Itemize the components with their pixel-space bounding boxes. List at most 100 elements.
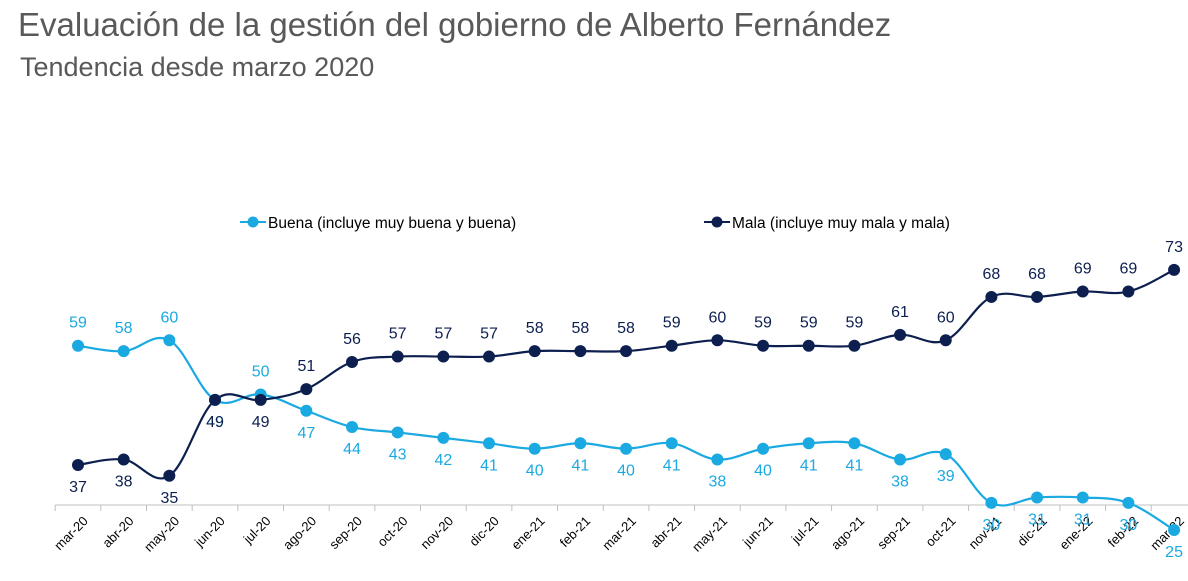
x-tick-label: ago-20 [280, 513, 319, 552]
x-tick-label: jul-21 [788, 513, 822, 547]
data-point-buena [300, 404, 313, 417]
data-point-mala [985, 290, 998, 303]
data-label-mala: 58 [571, 320, 589, 337]
data-label-buena: 39 [937, 468, 955, 485]
data-label-buena: 40 [617, 463, 635, 480]
data-label-buena: 44 [343, 441, 361, 458]
data-label-buena: 59 [69, 315, 87, 332]
legend: Buena (incluye muy buena y buena) Mala (i… [240, 215, 950, 232]
data-point-buena [711, 453, 724, 466]
data-label-buena: 41 [845, 457, 863, 474]
x-tick-label: mar-20 [51, 513, 91, 553]
x-tick-label: abr-21 [647, 513, 684, 550]
data-label-mala: 60 [937, 309, 955, 326]
x-tick-label: sep-20 [326, 513, 365, 552]
data-label-buena: 30 [1120, 517, 1138, 534]
x-tick-label: may-20 [141, 513, 182, 554]
data-label-mala: 68 [983, 266, 1001, 283]
legend-item-buena-label: Buena (incluye muy buena y buena) [268, 215, 516, 232]
data-point-buena [391, 426, 404, 439]
series-lines [77, 268, 1175, 531]
data-point-mala [72, 458, 84, 471]
legend-item-buena-marker [247, 216, 259, 228]
x-tick-label: oct-20 [374, 513, 410, 549]
data-label-buena: 41 [663, 457, 681, 474]
x-tick-label: dic-20 [466, 513, 502, 549]
data-label-buena: 43 [389, 446, 407, 463]
data-label-buena: 50 [252, 364, 270, 381]
data-point-buena [939, 448, 952, 461]
data-point-mala [163, 469, 176, 482]
data-label-buena: 41 [480, 457, 498, 474]
data-label-buena: 30 [983, 517, 1001, 534]
data-label-mala: 59 [663, 315, 681, 332]
data-label-mala: 38 [115, 474, 133, 491]
data-labels: 59 58 60 49 50 47 44 43 42 41 40 41 40 41 38 40 41 41 38 39… [69, 239, 1183, 561]
data-label-mala: 57 [434, 326, 452, 343]
data-label-mala: 61 [891, 304, 909, 321]
data-point-buena [163, 334, 176, 347]
data-label-buena: 49 [206, 414, 224, 431]
data-point-mala [1031, 290, 1044, 303]
x-tick-label: nov-20 [418, 513, 457, 552]
data-point-buena [802, 437, 815, 450]
data-point-mala [574, 345, 587, 358]
data-label-buena: 41 [571, 457, 589, 474]
data-point-buena [757, 442, 770, 455]
data-label-buena: 42 [434, 452, 452, 469]
data-label-mala: 73 [1165, 239, 1183, 256]
data-point-buena [574, 437, 587, 450]
data-point-mala [894, 328, 907, 341]
data-point-mala [437, 350, 450, 363]
chart-title: Evaluación de la gestión del gobierno de… [18, 6, 892, 43]
data-label-mala: 51 [297, 358, 315, 375]
data-label-mala: 59 [754, 315, 772, 332]
data-point-mala [346, 355, 359, 368]
x-tick-label: sep-21 [874, 513, 913, 552]
data-point-mala [528, 345, 541, 358]
data-point-mala [1076, 285, 1089, 298]
data-point-buena [72, 339, 84, 352]
data-point-mala [483, 350, 496, 363]
data-point-mala [300, 383, 313, 396]
data-label-mala: 57 [389, 326, 407, 343]
data-point-buena [620, 442, 633, 455]
x-axis: mar-20 abr-20 may-20 jun-20 jul-20 ago-20 sep-… [51, 504, 1188, 555]
series-line-buena [77, 337, 1175, 531]
data-point-mala [1122, 285, 1135, 298]
data-point-mala [848, 339, 861, 352]
data-point-mala [117, 453, 130, 466]
data-point-buena [1031, 491, 1044, 504]
data-label-mala: 59 [845, 315, 863, 332]
data-label-mala: 68 [1028, 266, 1046, 283]
data-point-mala [620, 345, 633, 358]
data-point-mala [1168, 263, 1181, 276]
data-label-buena: 38 [708, 474, 726, 491]
x-tick-label: feb-21 [557, 513, 594, 550]
data-point-buena [894, 453, 907, 466]
data-label-buena: 40 [754, 463, 772, 480]
data-label-buena: 31 [1028, 511, 1046, 528]
x-tick-label: mar-21 [599, 513, 639, 553]
data-point-mala [391, 350, 404, 363]
data-label-buena: 58 [115, 320, 133, 337]
data-point-mala [209, 393, 222, 406]
x-tick-label: oct-21 [922, 513, 958, 549]
data-label-mala: 59 [800, 315, 818, 332]
data-label-mala: 58 [526, 320, 544, 337]
data-point-buena [1122, 496, 1135, 509]
data-label-mala: 35 [160, 490, 178, 507]
chart-subtitle: Tendencia desde marzo 2020 [20, 52, 375, 82]
data-point-buena [985, 496, 998, 509]
legend-item-mala-marker [711, 216, 723, 228]
x-tick-label: jun-20 [191, 513, 228, 550]
data-point-mala [802, 339, 815, 352]
data-point-mala [711, 334, 724, 347]
x-tick-label: ago-21 [828, 513, 867, 552]
data-label-mala: 57 [480, 326, 498, 343]
data-point-mala [665, 339, 678, 352]
data-label-buena: 47 [297, 425, 315, 442]
data-label-buena: 60 [160, 309, 178, 326]
data-point-buena [437, 431, 450, 444]
